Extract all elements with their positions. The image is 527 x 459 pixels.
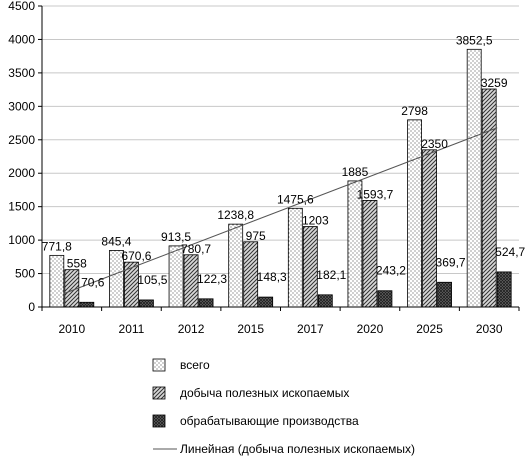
data-label: 2350 — [421, 137, 448, 151]
data-label: 670,6 — [121, 249, 151, 263]
x-tick-label: 2030 — [476, 322, 503, 336]
data-label: 558 — [67, 257, 87, 271]
bar — [228, 223, 244, 308]
legend-label: обрабатывающие производства — [180, 414, 359, 428]
data-label: 1475,6 — [277, 192, 314, 206]
bar — [362, 199, 378, 308]
data-label: 148,3 — [257, 270, 287, 284]
data-labels: 771,8 845,4 913,5 1238,8 1475,6 1885 2798 3852,… — [42, 33, 526, 289]
y-tick-label: 3000 — [8, 99, 35, 113]
data-label: 182,1 — [316, 268, 346, 282]
data-label: 243,2 — [376, 264, 406, 278]
data-label: 122,3 — [197, 272, 227, 286]
y-axis: 0 500 1000 1500 2000 2500 3000 3500 4000 4500 — [8, 0, 43, 314]
data-label: 105,5 — [137, 273, 167, 287]
data-label: 1203 — [302, 214, 329, 228]
bar — [258, 296, 274, 308]
x-tick-label: 2015 — [237, 322, 264, 336]
y-tick-label: 3500 — [8, 66, 35, 80]
bar — [496, 271, 512, 308]
trendline — [63, 127, 498, 295]
data-label: 369,7 — [436, 255, 466, 269]
bar — [317, 294, 333, 308]
data-label: 1593,7 — [357, 187, 394, 201]
y-tick-label: 500 — [15, 267, 35, 281]
data-label: 913,5 — [161, 230, 191, 244]
legend-label: добыча полезных ископаемых — [180, 386, 349, 400]
bar — [422, 149, 437, 308]
data-label: 771,8 — [42, 239, 72, 253]
y-tick-label: 2500 — [8, 133, 35, 147]
x-axis: 2010 2011 2012 2015 2017 2020 2025 2030 — [41, 306, 520, 336]
bar — [377, 290, 393, 308]
bar — [183, 254, 199, 308]
y-tick-label: 1000 — [8, 233, 35, 247]
bar — [198, 298, 214, 308]
x-tick-label: 2010 — [58, 322, 85, 336]
x-tick-label: 2025 — [416, 322, 443, 336]
legend-swatch — [152, 414, 166, 428]
bar — [407, 119, 422, 308]
bar — [466, 48, 482, 308]
x-tick-label: 2017 — [297, 322, 324, 336]
legend-label: Линейная (добыча полезных ископаемых) — [180, 442, 415, 456]
data-label: 524,7 — [495, 245, 525, 259]
data-label: 975 — [246, 229, 266, 243]
bar — [243, 241, 259, 308]
data-label: 2798 — [401, 104, 428, 118]
legend: всего добыча полезных ископаемых обрабатыв… — [152, 358, 415, 456]
y-tick-label: 4500 — [8, 0, 35, 13]
y-tick-label: 4000 — [8, 32, 35, 46]
trendline-path — [63, 127, 498, 295]
data-label: 3259 — [481, 76, 508, 90]
bar — [124, 261, 139, 308]
x-tick-label: 2011 — [119, 322, 145, 336]
bar — [49, 254, 65, 308]
legend-swatch — [152, 358, 166, 372]
data-label: 780,7 — [181, 242, 211, 256]
bar — [302, 226, 318, 308]
y-tick-label: 2000 — [8, 166, 35, 180]
x-tick-label: 2012 — [178, 322, 205, 336]
bar — [481, 88, 497, 308]
data-label: 1238,8 — [217, 208, 254, 222]
legend-label: всего — [180, 358, 210, 372]
bar — [139, 299, 154, 308]
bar — [287, 207, 303, 308]
y-tick-label: 1500 — [8, 200, 35, 214]
x-tick-label: 2020 — [357, 322, 384, 336]
data-label: 845,4 — [101, 234, 131, 248]
bar — [79, 301, 95, 308]
bar — [437, 281, 452, 308]
data-label: 70,6 — [81, 275, 105, 289]
data-label: 3852,5 — [456, 33, 493, 47]
data-label: 1885 — [342, 165, 369, 179]
legend-swatch — [152, 386, 166, 400]
y-tick-label: 0 — [28, 300, 35, 314]
